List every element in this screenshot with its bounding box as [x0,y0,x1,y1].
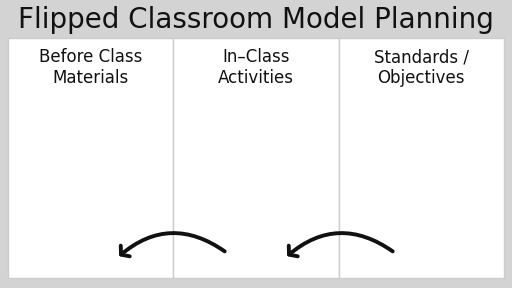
Bar [338,38,504,278]
Text: In–Class
Activities: In–Class Activities [218,48,294,87]
Text: Standards /
Objectives: Standards / Objectives [374,48,469,87]
Bar [174,38,338,278]
Bar [8,38,174,278]
Text: Before Class
Materials: Before Class Materials [39,48,142,87]
Text: Flipped Classroom Model Planning: Flipped Classroom Model Planning [18,6,494,34]
